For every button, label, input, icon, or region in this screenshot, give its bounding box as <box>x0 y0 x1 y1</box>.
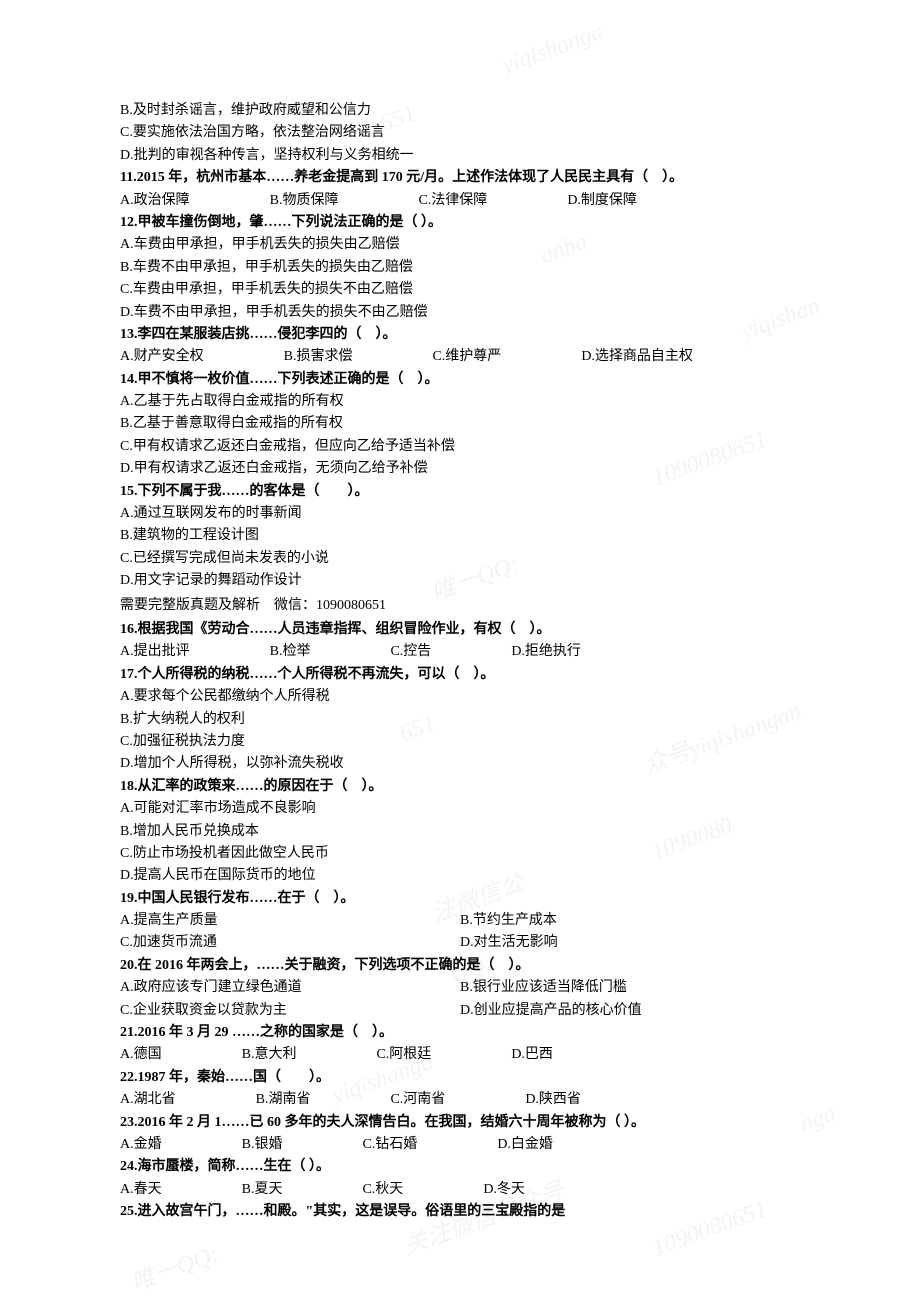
option-c: C.控告 <box>390 641 431 663</box>
option-text: D.车费不由甲承担，甲手机丢失的损失不由乙赔偿 <box>120 302 800 324</box>
question-15: 15.下列不属于我……的客体是（ ）。 <box>120 481 800 503</box>
option-d: D.巴西 <box>511 1044 553 1066</box>
options-row: A.湖北省 B.湖南省 C.河南省 D.陕西省 <box>120 1089 800 1111</box>
question-22: 22.1987 年，秦始……国（ ）。 <box>120 1067 800 1089</box>
option-d: D.选择商品自主权 <box>581 346 693 368</box>
option-text: C.加强征税执法力度 <box>120 731 800 753</box>
option-b: B.损害求偿 <box>284 346 353 368</box>
option-c: C.企业获取资金以贷款为主 <box>120 1000 460 1022</box>
option-c: C.维护尊严 <box>432 346 501 368</box>
question-20: 20.在 2016 年两会上，……关于融资，下列选项不正确的是（ ）。 <box>120 955 800 977</box>
option-text: B.乙基于善意取得白金戒指的所有权 <box>120 413 800 435</box>
option-text: D.批判的审视各种传言，坚持权利与义务相统一 <box>120 145 800 167</box>
question-21: 21.2016 年 3 月 29 ……之称的国家是（ ）。 <box>120 1022 800 1044</box>
option-text: D.增加个人所得税，以弥补流失税收 <box>120 753 800 775</box>
option-d: D.白金婚 <box>497 1134 553 1156</box>
option-text: B.及时封杀谣言，维护政府威望和公信力 <box>120 100 800 122</box>
option-c: C.秋天 <box>362 1179 403 1201</box>
option-c: C.加速货币流通 <box>120 932 460 954</box>
question-11: 11.2015 年，杭州市基本……养老金提高到 170 元/月。上述作法体现了人… <box>120 167 800 189</box>
option-a: A.政府应该专门建立绿色通道 <box>120 977 460 999</box>
option-text: B.建筑物的工程设计图 <box>120 525 800 547</box>
option-a: A.提高生产质量 <box>120 910 460 932</box>
question-14: 14.甲不慎将一枚价值……下列表述正确的是（ ）。 <box>120 369 800 391</box>
option-d: D.冬天 <box>483 1179 525 1201</box>
question-13: 13.李四在某服装店挑……侵犯李四的（ ）。 <box>120 324 800 346</box>
option-b: B.湖南省 <box>256 1089 311 1111</box>
option-d: D.拒绝执行 <box>511 641 581 663</box>
options-row: A.财产安全权 B.损害求偿 C.维护尊严 D.选择商品自主权 <box>120 346 800 368</box>
option-d: D.陕西省 <box>525 1089 581 1111</box>
option-d: D.创业应提高产品的核心价值 <box>460 1000 800 1022</box>
option-b: B.物质保障 <box>270 190 339 212</box>
option-a: A.提出批评 <box>120 641 190 663</box>
options-two-col: C.加速货币流通 D.对生活无影响 <box>120 932 800 954</box>
option-a: A.德国 <box>120 1044 162 1066</box>
question-18: 18.从汇率的政策来……的原因在于（ ）。 <box>120 776 800 798</box>
option-text: A.要求每个公民都缴纳个人所得税 <box>120 686 800 708</box>
option-a: A.金婚 <box>120 1134 162 1156</box>
options-row: A.提出批评 B.检举 C.控告 D.拒绝执行 <box>120 641 800 663</box>
option-text: C.车费由甲承担，甲手机丢失的损失不由乙赔偿 <box>120 279 800 301</box>
option-b: B.银行业应该适当降低门槛 <box>460 977 800 999</box>
option-b: B.夏天 <box>242 1179 283 1201</box>
question-23: 23.2016 年 2 月 1……已 60 多年的夫人深情告白。在我国，结婚六十… <box>120 1112 800 1134</box>
option-text: D.用文字记录的舞蹈动作设计 <box>120 570 800 592</box>
option-d: D.对生活无影响 <box>460 932 800 954</box>
option-c: C.阿根廷 <box>376 1044 431 1066</box>
document-content: B.及时封杀谣言，维护政府威望和公信力 C.要实施依法治国方略，依法整治网络谣言… <box>120 100 800 1224</box>
option-text: A.乙基于先占取得白金戒指的所有权 <box>120 391 800 413</box>
option-c: C.钻石婚 <box>362 1134 417 1156</box>
question-17: 17.个人所得税的纳税……个人所得税不再流失，可以（ ）。 <box>120 664 800 686</box>
options-two-col: A.政府应该专门建立绿色通道 B.银行业应该适当降低门槛 <box>120 977 800 999</box>
option-b: B.意大利 <box>242 1044 297 1066</box>
watermark-text: yiqishanga <box>497 13 609 85</box>
option-text: B.扩大纳税人的权利 <box>120 709 800 731</box>
option-a: A.春天 <box>120 1179 162 1201</box>
watermark-text: 唯一QQ: <box>126 1236 224 1303</box>
option-a: A.湖北省 <box>120 1089 176 1111</box>
question-25: 25.进入故宫午门，……和殿。"其实，这是误导。俗语里的三宝殿指的是 <box>120 1201 800 1223</box>
option-text: B.增加人民币兑换成本 <box>120 821 800 843</box>
option-text: A.可能对汇率市场造成不良影响 <box>120 798 800 820</box>
options-row: A.春天 B.夏天 C.秋天 D.冬天 <box>120 1179 800 1201</box>
question-16: 16.根据我国《劳动合……人员违章指挥、组织冒险作业，有权（ ）。 <box>120 619 800 641</box>
option-text: D.甲有权请求乙返还白金戒指，无须向乙给予补偿 <box>120 458 800 480</box>
options-two-col: C.企业获取资金以贷款为主 D.创业应提高产品的核心价值 <box>120 1000 800 1022</box>
option-b: B.检举 <box>270 641 311 663</box>
options-row: A.政治保障 B.物质保障 C.法律保障 D.制度保障 <box>120 190 800 212</box>
option-text: C.甲有权请求乙返还白金戒指，但应向乙给予适当补偿 <box>120 436 800 458</box>
question-19: 19.中国人民银行发布……在于（ ）。 <box>120 888 800 910</box>
option-text: B.车费不由甲承担，甲手机丢失的损失由乙赔偿 <box>120 257 800 279</box>
options-row: A.德国 B.意大利 C.阿根廷 D.巴西 <box>120 1044 800 1066</box>
option-text: C.防止市场投机者因此做空人民币 <box>120 843 800 865</box>
option-text: A.通过互联网发布的时事新闻 <box>120 503 800 525</box>
option-c: C.法律保障 <box>418 190 487 212</box>
option-text: C.要实施依法治国方略，依法整治网络谣言 <box>120 122 800 144</box>
options-two-col: A.提高生产质量 B.节约生产成本 <box>120 910 800 932</box>
option-text: A.车费由甲承担，甲手机丢失的损失由乙赔偿 <box>120 234 800 256</box>
option-text: C.已经撰写完成但尚未发表的小说 <box>120 548 800 570</box>
watermark-text: nga <box>795 1095 842 1143</box>
option-a: A.政治保障 <box>120 190 190 212</box>
option-c: C.河南省 <box>390 1089 445 1111</box>
question-12: 12.甲被车撞伤倒地，肇……下列说法正确的是（ ）。 <box>120 212 800 234</box>
question-24: 24.海市蜃楼，简称……生在（ ）。 <box>120 1156 800 1178</box>
option-d: D.制度保障 <box>567 190 637 212</box>
contact-note: 需要完整版真题及解析 微信：1090080651 <box>120 595 800 617</box>
option-a: A.财产安全权 <box>120 346 204 368</box>
options-row: A.金婚 B.银婚 C.钻石婚 D.白金婚 <box>120 1134 800 1156</box>
option-b: B.节约生产成本 <box>460 910 800 932</box>
option-text: D.提高人民币在国际货币的地位 <box>120 865 800 887</box>
option-b: B.银婚 <box>242 1134 283 1156</box>
